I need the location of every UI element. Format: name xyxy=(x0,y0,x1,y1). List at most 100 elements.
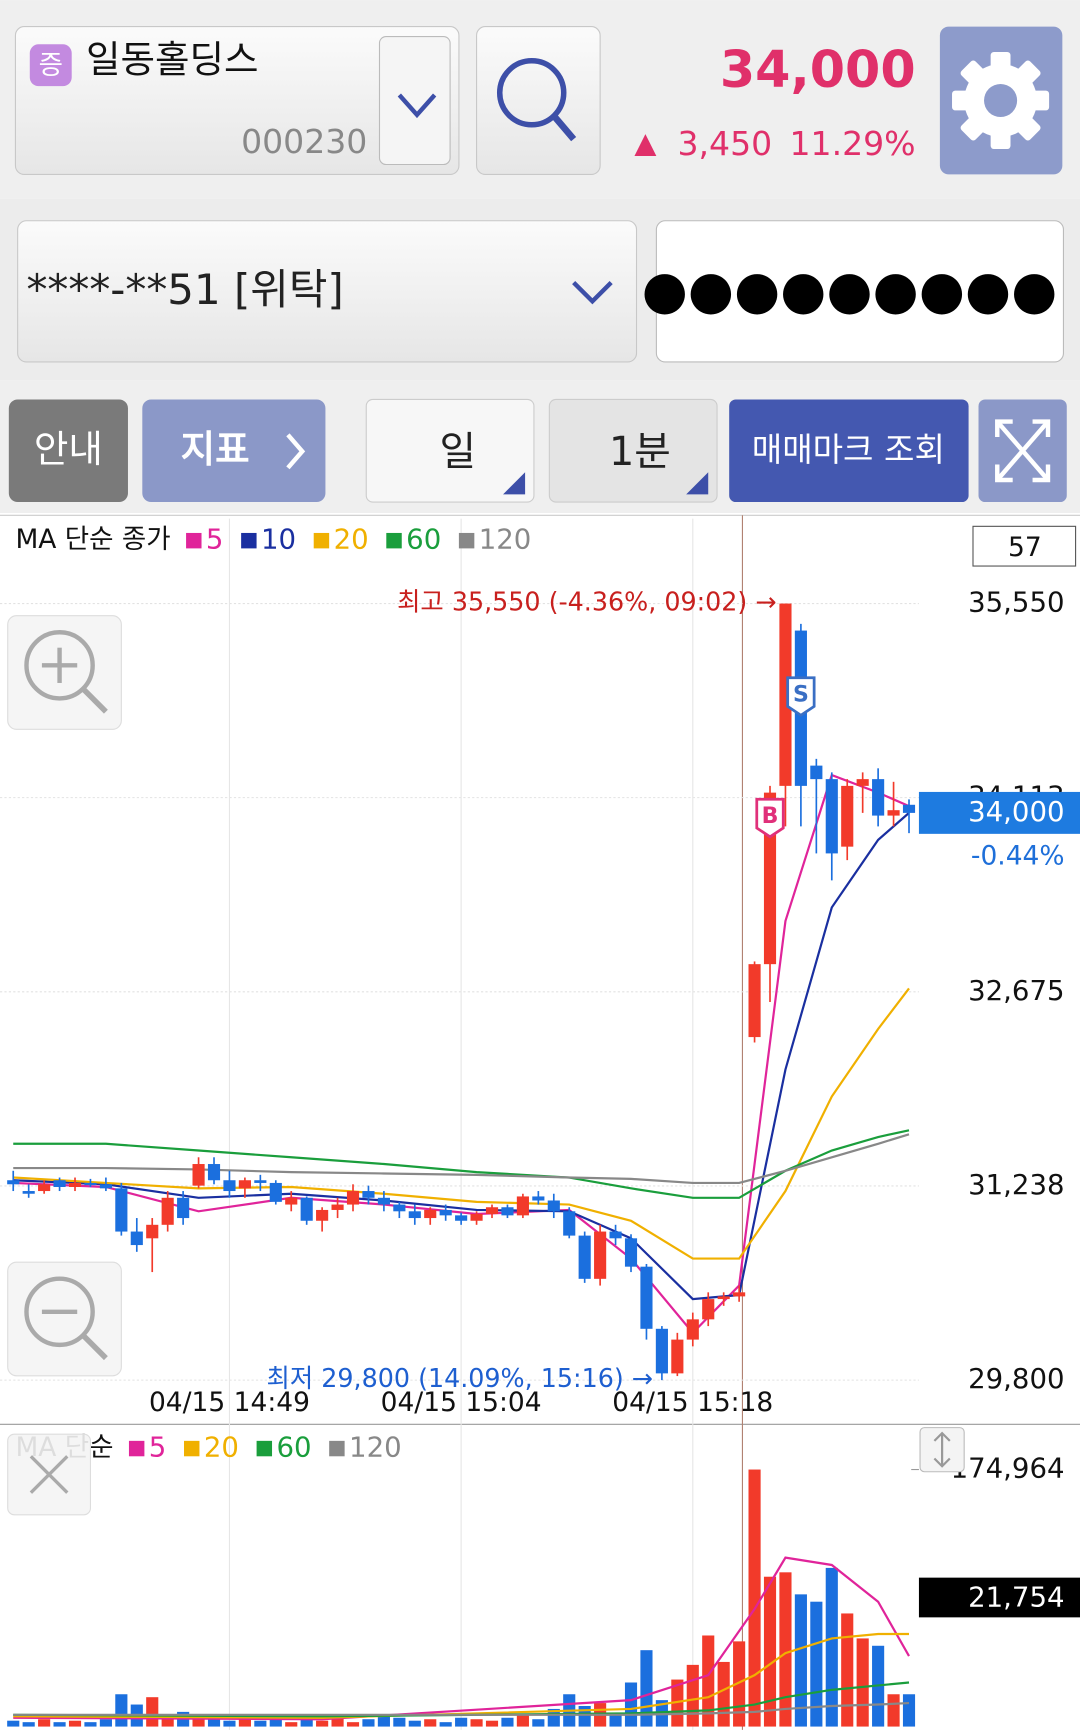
volume-bar xyxy=(207,1716,221,1727)
volume-bar xyxy=(223,1720,236,1727)
volume-bar xyxy=(254,1720,267,1727)
legend-swatch xyxy=(313,532,330,549)
volume-bar xyxy=(346,1722,360,1727)
volume-bar xyxy=(53,1722,66,1727)
candle-body xyxy=(779,603,792,786)
expand-icon xyxy=(995,419,1051,483)
legend-label: 20 xyxy=(334,523,369,556)
trade-mark-button[interactable] xyxy=(729,399,969,503)
candle-body xyxy=(686,1319,699,1340)
badge xyxy=(29,44,72,87)
change-rate: 11.29% xyxy=(789,124,915,163)
candle-body xyxy=(872,779,885,816)
x-tick-label: 04/15 14:49 xyxy=(149,1387,310,1418)
zoom-in-button[interactable] xyxy=(7,615,122,730)
close-volume-button[interactable] xyxy=(7,1433,92,1516)
candle-body xyxy=(254,1180,267,1183)
volume-bar xyxy=(485,1720,499,1727)
x-tick-label: 04/15 15:18 xyxy=(612,1387,773,1418)
candle-body xyxy=(192,1164,205,1186)
volume-bar xyxy=(470,1719,483,1727)
badge-text: 증 xyxy=(39,50,63,81)
candle-body xyxy=(902,804,916,813)
candle-body xyxy=(563,1211,576,1236)
candle-body xyxy=(38,1184,51,1192)
legend-swatch xyxy=(256,1440,273,1457)
volume-bar xyxy=(99,1719,112,1727)
volume-bar xyxy=(609,1714,622,1727)
count-box xyxy=(972,525,1077,567)
candle-body xyxy=(161,1197,174,1225)
candle-body xyxy=(424,1209,437,1219)
ma-line xyxy=(13,1701,910,1716)
legend-swatch xyxy=(458,532,475,549)
candle-body xyxy=(485,1207,499,1215)
current-price: 34,000 xyxy=(720,40,916,99)
legend-label: 60 xyxy=(406,523,441,556)
y-tick-label: 174,964 xyxy=(951,1452,1065,1485)
y-tick-label: 35,550 xyxy=(968,586,1064,619)
interval-button[interactable] xyxy=(548,398,718,503)
stock-dropdown[interactable] xyxy=(378,35,451,166)
volume-bar xyxy=(285,1722,298,1727)
candle-body xyxy=(516,1196,529,1216)
volume-bar xyxy=(439,1722,452,1727)
x-tick-label: 04/15 15:04 xyxy=(381,1387,542,1418)
search-icon xyxy=(496,58,567,128)
guide-label: 안내 xyxy=(34,427,103,471)
last-volume: 21,754 xyxy=(968,1581,1064,1614)
candle-body xyxy=(377,1197,390,1205)
y-tick-label: 29,800 xyxy=(968,1362,1064,1395)
legend-swatch xyxy=(186,532,202,549)
legend-swatch xyxy=(386,532,402,549)
candle-body xyxy=(439,1209,452,1216)
indicator-button[interactable] xyxy=(142,399,326,503)
volume-bar xyxy=(300,1719,313,1727)
candle-body xyxy=(810,765,823,780)
candle-body xyxy=(393,1204,406,1212)
candle-body xyxy=(640,1266,653,1329)
candle-body xyxy=(408,1211,421,1219)
volume-bar xyxy=(161,1714,174,1727)
candle-body xyxy=(331,1204,344,1210)
candle-body xyxy=(532,1196,545,1201)
volume-bar xyxy=(424,1719,437,1727)
candle-body xyxy=(717,1296,730,1300)
trade-mark-label: 매매마크 조회 xyxy=(752,430,945,469)
volume-bar xyxy=(887,1694,900,1727)
interval-label: 1분 xyxy=(609,429,671,475)
stock-code: 000230 xyxy=(241,122,367,161)
account-number: ****-**51 [위탁] xyxy=(26,265,343,314)
password-field[interactable] xyxy=(655,220,1065,363)
volume-bar xyxy=(7,1720,20,1727)
candle-body xyxy=(146,1224,159,1239)
stock-name: 일동홀딩스 xyxy=(86,37,259,81)
volume-bar xyxy=(532,1719,545,1727)
account-selector[interactable] xyxy=(17,220,638,363)
volume-bar xyxy=(455,1717,468,1727)
candle-body xyxy=(53,1180,66,1187)
candle-body xyxy=(300,1197,313,1221)
volume-bar xyxy=(841,1613,854,1727)
candle-body xyxy=(594,1231,607,1279)
corner-mark xyxy=(686,472,709,495)
candle-body xyxy=(207,1164,221,1181)
volume-bar xyxy=(115,1694,128,1727)
guide-button[interactable] xyxy=(8,399,128,503)
trade-marker xyxy=(755,797,785,839)
candle-body xyxy=(547,1200,560,1212)
candle-body xyxy=(115,1188,128,1232)
legend-swatch xyxy=(128,1440,145,1457)
search-button[interactable] xyxy=(476,26,601,175)
zoom-out-button[interactable] xyxy=(7,1261,122,1377)
stock-selector[interactable] xyxy=(14,26,460,175)
volume-label-box xyxy=(918,1577,1080,1618)
candle-body xyxy=(655,1328,668,1374)
last-price-box xyxy=(918,791,1080,834)
period-button[interactable] xyxy=(365,398,535,503)
candle-body xyxy=(22,1191,35,1194)
candle-body xyxy=(269,1182,282,1202)
resize-button[interactable] xyxy=(919,1427,965,1473)
